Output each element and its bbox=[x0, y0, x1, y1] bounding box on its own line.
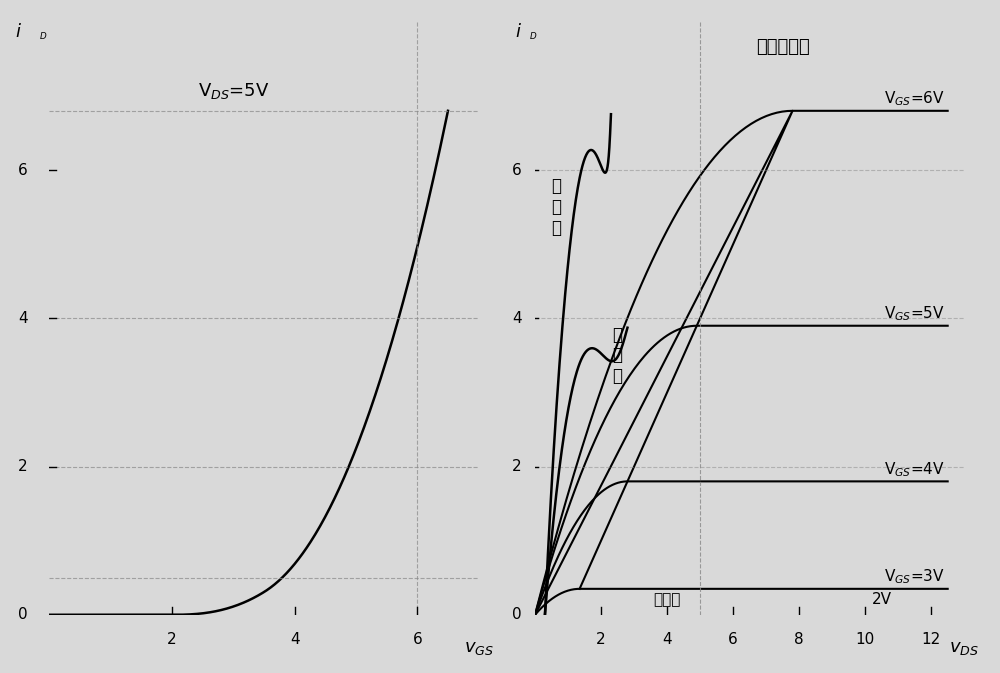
Text: 截止区: 截止区 bbox=[653, 592, 681, 606]
Text: $i$: $i$ bbox=[515, 23, 522, 40]
Text: $v_{GS}$: $v_{GS}$ bbox=[464, 639, 494, 657]
Text: 2: 2 bbox=[596, 633, 606, 647]
Text: 预夹端轨迹: 预夹端轨迹 bbox=[756, 38, 809, 56]
Text: $_D$: $_D$ bbox=[529, 28, 538, 42]
Text: V$_{GS}$=5V: V$_{GS}$=5V bbox=[884, 304, 945, 323]
Text: V$_{DS}$=5V: V$_{DS}$=5V bbox=[198, 81, 269, 101]
Text: 4: 4 bbox=[290, 633, 299, 647]
Text: 4: 4 bbox=[662, 633, 672, 647]
Text: 2: 2 bbox=[512, 459, 522, 474]
Text: 饱
和
区: 饱 和 区 bbox=[551, 178, 561, 237]
Text: 放
大
区: 放 大 区 bbox=[613, 326, 623, 385]
Text: V$_{GS}$=6V: V$_{GS}$=6V bbox=[884, 90, 945, 108]
Text: 0: 0 bbox=[18, 607, 28, 623]
Text: $v_{DS}$: $v_{DS}$ bbox=[949, 639, 979, 657]
Text: 2: 2 bbox=[167, 633, 177, 647]
Text: 8: 8 bbox=[794, 633, 804, 647]
Text: 12: 12 bbox=[922, 633, 941, 647]
Text: 4: 4 bbox=[512, 311, 522, 326]
Text: $_D$: $_D$ bbox=[39, 28, 48, 42]
Text: 6: 6 bbox=[18, 163, 28, 178]
Text: V$_{GS}$=3V: V$_{GS}$=3V bbox=[884, 567, 945, 586]
Text: 6: 6 bbox=[728, 633, 738, 647]
Text: V$_{GS}$=4V: V$_{GS}$=4V bbox=[884, 460, 945, 479]
Text: $i$: $i$ bbox=[15, 23, 22, 40]
Text: 6: 6 bbox=[512, 163, 522, 178]
Text: 4: 4 bbox=[18, 311, 28, 326]
Text: 6: 6 bbox=[412, 633, 422, 647]
Text: 2V: 2V bbox=[872, 592, 892, 606]
Text: 2: 2 bbox=[18, 459, 28, 474]
Text: 0: 0 bbox=[512, 607, 522, 623]
Text: 10: 10 bbox=[856, 633, 875, 647]
